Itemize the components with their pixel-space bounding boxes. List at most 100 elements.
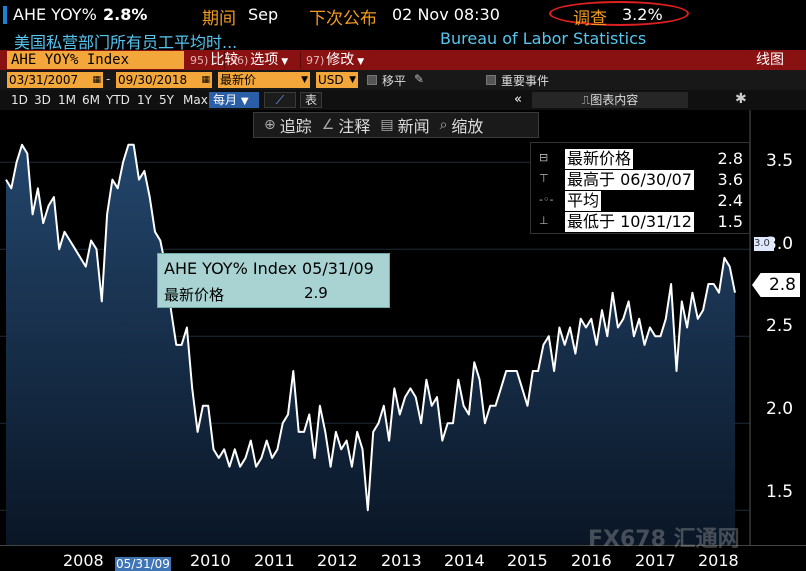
period-1y[interactable]: 1Y [137,93,152,107]
y-tick-label: 3.5 [766,151,794,171]
chart-toolbar: AHE YOY% Index 95)比较 96)选项▼ 97)修改▼ 线图 [0,50,806,70]
options-button[interactable]: 96) 选项 ▼ [230,51,288,69]
chevron-down-icon: ▼ [240,96,249,107]
edit-button-label: 修改 [326,52,355,68]
last-value-flag: 2.8 [752,273,800,297]
zoom-tool[interactable]: ⌕ 缩放 [440,113,484,137]
options-button-number: 96) [230,54,249,67]
events-checkbox[interactable] [486,75,496,85]
period-ytd[interactable]: YTD [106,93,130,107]
date-controls: 03/31/2007 ▦ - 09/30/2018 ▦ 最新价 ▼ USD ▼ 移平 ✎… [0,70,806,90]
events-label: 重要事件 [501,74,550,88]
watermark-logo: FX678 汇通网 [588,527,740,552]
description-bar: 美国私营部门所有员工平均时... Bureau of Labor Statist… [0,28,806,52]
frequency-select[interactable]: 每月 ▼ [209,92,259,108]
period-max[interactable]: Max [183,93,208,107]
calendar-icon: ▦ [201,75,210,85]
start-date-input[interactable]: 03/31/2007 ▦ [7,72,103,88]
line-chart[interactable] [0,110,752,545]
x-tick-label: 2013 [381,551,422,570]
toolbar-divider [224,51,225,69]
compare-button-number: 95) [190,54,209,67]
table-button[interactable]: 表 [300,92,322,108]
survey-value: 3.2% [622,5,663,24]
annotate-tool[interactable]: ∠ 注释 [322,113,371,137]
series-line [5,143,736,512]
x-axis: 2008 05/31/09 2010 2011 2012 2013 2014 2… [0,545,806,571]
line-chart-button[interactable]: ⟋ [264,92,296,108]
x-tick-label: 2017 [635,551,676,570]
period-value: Sep [248,5,279,24]
crosshair-icon: ⊕ [264,117,276,133]
period-label: 期间 [202,9,236,29]
period-3d[interactable]: 3D [34,93,51,107]
x-tick-label: 2016 [571,551,612,570]
currency-select[interactable]: USD ▼ [316,72,358,88]
chart-tools-bar: ⊕ 追踪 ∠ 注释 ▤ 新闻 ⌕ 缩放 [253,112,539,138]
edit-button[interactable]: 97) 修改 ▼ [306,51,364,69]
period-1m[interactable]: 1M [58,93,76,107]
calendar-icon: ▦ [92,75,101,85]
magnifier-icon: ⌕ [439,117,448,133]
x-tick-label: 2014 [444,551,485,570]
period-1d[interactable]: 1D [11,93,28,107]
track-tool[interactable]: ⊕ 追踪 [264,113,312,137]
x-cursor-date: 05/31/09 [115,557,171,571]
legend-row-average[interactable]: -◦- 平均 2.4 [531,191,751,211]
chart-contents-label: 图表内容 [590,93,639,107]
news-icon: ▤ [380,117,394,133]
y-tick-label: 2.0 [766,399,794,419]
y-tick-label: 2.5 [766,316,794,336]
gear-icon[interactable]: ✱ [735,91,747,107]
pencil-icon[interactable]: ✎ [414,72,425,86]
legend-row-high[interactable]: ⊤ 最高于 06/30/07 3.6 [531,170,751,190]
legend-last-label: 最新价格 [565,149,634,169]
options-dropdown-icon: ▼ [281,57,289,67]
chart-contents-button[interactable]: ⎍图表内容 [532,92,688,108]
smooth-label: 移平 [382,74,407,88]
tooltip-value: 2.9 [304,284,328,302]
price-field-value: 最新价 [220,73,257,87]
high-value-flag: 3.0 [754,237,774,251]
chart-type-label[interactable]: 线图 [756,52,784,68]
y-tick-label: 1.5 [766,482,794,502]
edit-button-number: 97) [306,54,325,67]
chevron-down-icon: ▼ [349,75,356,85]
news-tool-label: 新闻 [397,117,430,136]
data-source[interactable]: Bureau of Labor Statistics [440,29,647,48]
edit-dropdown-icon: ▼ [357,57,365,67]
period-5y[interactable]: 5Y [159,93,174,107]
period-6m[interactable]: 6M [82,93,100,107]
track-tool-label: 追踪 [279,117,312,136]
chevron-down-icon: ▼ [301,75,308,85]
collapse-icon[interactable]: ⊟ [539,151,549,164]
index-name-field[interactable]: AHE YOY% Index [7,51,184,69]
date-range-dash: - [106,72,111,86]
low-marker-icon: ⊥ [539,214,549,227]
collapse-panel-icon[interactable]: « [514,92,522,107]
end-date-input[interactable]: 09/30/2018 ▦ [116,72,212,88]
legend-high-value: 3.6 [717,170,743,189]
legend-last-value: 2.8 [717,149,743,168]
news-tool[interactable]: ▤ 新闻 [380,113,429,137]
frequency-value: 每月 [213,93,238,107]
price-field-select[interactable]: 最新价 ▼ [218,72,310,88]
line-chart-icon: ⟋ [275,93,285,107]
legend-row-last[interactable]: ⊟ 最新价格 2.8 [531,149,751,169]
annotate-icon: ∠ [321,117,335,133]
x-tick-label: 2010 [190,551,231,570]
legend-row-low[interactable]: ⊥ 最低于 10/31/12 1.5 [531,212,751,232]
start-date-value: 03/31/2007 [9,73,79,87]
security-description[interactable]: 美国私营部门所有员工平均时... [14,33,238,52]
x-tick-label: 2012 [317,551,358,570]
legend-low-value: 1.5 [717,212,743,231]
next-release-label: 下次公布 [309,9,377,29]
ticker-value: 2.8% [103,5,148,24]
series-area-fill [6,144,735,545]
security-indicator [3,6,7,24]
survey-highlight-ellipse [549,1,689,26]
ticker-name[interactable]: AHE YOY% [13,5,97,24]
x-tick-label: 2015 [507,551,548,570]
chart-contents-icon: ⎍ [581,93,591,107]
smooth-checkbox[interactable] [367,75,377,85]
